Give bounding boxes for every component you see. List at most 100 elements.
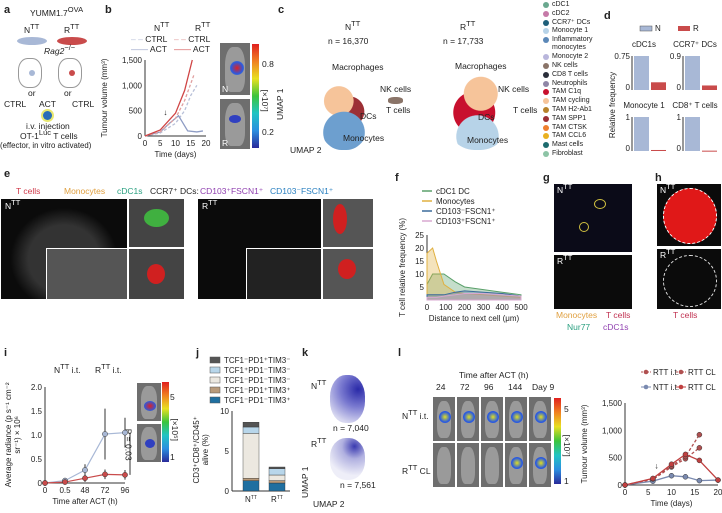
panel-label-a: a xyxy=(4,4,11,16)
legend-n-act: —— ACT xyxy=(131,44,167,54)
series-line xyxy=(144,59,193,137)
x-tick-label: NTT xyxy=(245,495,257,504)
legend-tcells: T cells xyxy=(606,310,631,320)
nk-cluster xyxy=(388,97,403,104)
y-tick-label: 0 xyxy=(677,83,682,92)
legend-label: RTT CL xyxy=(688,368,716,377)
row-label-r-cl: RTT CL xyxy=(402,463,431,476)
legend-item: TAM CTSK xyxy=(543,124,613,132)
data-point xyxy=(682,474,689,480)
act-text: ACT xyxy=(192,44,210,54)
sup: TT xyxy=(201,20,211,30)
data-point xyxy=(82,467,88,473)
image-label: NTT xyxy=(660,182,676,195)
image-label: RTT xyxy=(660,247,676,260)
y-tick-label: 0 xyxy=(618,481,623,490)
data-point xyxy=(42,480,48,486)
bioluminescence-image-n xyxy=(136,382,162,422)
x-axis-label: Time (days) xyxy=(155,150,197,159)
y-tick-label: 1,000 xyxy=(602,426,623,435)
data-point xyxy=(668,461,675,467)
colorbar-tick: 5 xyxy=(170,392,175,402)
sup: TT xyxy=(30,22,40,32)
data-point xyxy=(682,451,689,458)
time-after-act-title: Time after ACT (h) xyxy=(459,370,529,380)
act-label: ACT xyxy=(39,99,56,109)
y-tick-label: 20 xyxy=(415,244,424,253)
legend-swatch xyxy=(543,89,549,96)
legend-cdc1s: cDC1s xyxy=(117,186,143,196)
image-label: NTT xyxy=(557,182,573,195)
bioluminescence-image xyxy=(432,442,456,488)
tcell-map-r: RTT xyxy=(656,248,722,310)
legend-swatch xyxy=(543,98,549,105)
time-label: 144 xyxy=(508,382,523,392)
zoom-image-r-bottom xyxy=(322,248,374,300)
legend-cd103pos: CD103⁺FSCN1⁺ xyxy=(200,186,264,196)
umap2-label: UMAP 2 xyxy=(290,145,322,155)
x-tick-label: 0 xyxy=(43,486,48,495)
legend-swatch-n xyxy=(639,25,653,32)
x-tick-label: 0 xyxy=(143,139,148,148)
x-tick-label: 96 xyxy=(121,486,130,495)
x-tick-label: 5 xyxy=(158,139,163,148)
y-axis-label: Relative frequency xyxy=(608,72,617,138)
x-tick-label: 0.5 xyxy=(59,486,71,495)
legend-label: TAM CCL6 xyxy=(552,132,587,140)
bioluminescence-image-r: R xyxy=(219,98,251,150)
y-tick-label: 5 xyxy=(225,447,230,456)
or-label: or xyxy=(28,88,36,98)
legend-tcells: T cells xyxy=(16,186,41,196)
sup: TT xyxy=(160,20,170,30)
bioluminescence-image xyxy=(528,396,552,442)
legend-label: NTT i.t. xyxy=(653,383,679,392)
legend-label: TAM H2-Ab1 xyxy=(552,105,592,113)
bar xyxy=(634,117,649,151)
bar xyxy=(651,149,666,151)
legend-item: cDC2 xyxy=(543,10,613,18)
image-label: NTT xyxy=(5,198,21,211)
nk-label: NK cells xyxy=(498,84,530,94)
umap-n-plot xyxy=(318,80,370,150)
y-axis-label: Tumour volume (mm³) xyxy=(580,404,589,483)
legend-label-n: N xyxy=(655,24,661,33)
legend-label: RTT CL xyxy=(688,383,716,392)
legend-swatch xyxy=(209,376,221,384)
x-tick-label: 200 xyxy=(458,303,472,312)
umap2-label: UMAP 2 xyxy=(313,499,345,509)
sup: TT xyxy=(277,495,283,501)
bioluminescence-time-series: 24 72 96 144 Day 9 xyxy=(432,382,562,488)
arrow-icon: ↓ xyxy=(655,462,659,471)
data-point xyxy=(62,479,68,485)
colorbar-tick: 1 xyxy=(564,476,569,486)
monocytes-label: Monocytes xyxy=(343,133,385,143)
legend-item: TAM C1q xyxy=(543,88,613,96)
y-axis-label: Tumour volume (mm³) xyxy=(100,58,109,137)
t-label: T cells xyxy=(386,105,411,115)
x-tick-label: 48 xyxy=(81,486,90,495)
data-point xyxy=(82,475,88,482)
bar xyxy=(634,56,649,90)
bioluminescence-image xyxy=(528,442,552,488)
ot1-label: OT-1Luc T cells xyxy=(20,129,78,141)
bar xyxy=(702,85,717,90)
host-label: Rag2−/− xyxy=(44,44,75,56)
y-tick-label: 10 xyxy=(220,407,229,416)
sup: TT xyxy=(351,19,361,29)
legend-label: TCF1⁻PD1⁺TIM3⁺ xyxy=(224,386,290,395)
data-point xyxy=(696,445,703,451)
host-text: Rag2 xyxy=(44,46,65,56)
nk-label: NK cells xyxy=(380,84,412,94)
k-n-label: NTT xyxy=(311,378,327,391)
panel-label-e: e xyxy=(4,168,11,180)
colorbar-tick: 1 xyxy=(170,452,175,462)
dcs-label: DCs xyxy=(478,112,495,122)
y-tick-label: 1,000 xyxy=(122,81,143,90)
legend-swatch xyxy=(543,80,549,87)
series-line xyxy=(624,453,719,486)
x-tick-label: 72 xyxy=(101,486,110,495)
y-tick-label: 1.5 xyxy=(31,407,43,416)
x-axis-label: Distance to next cell (μm) xyxy=(429,314,520,323)
